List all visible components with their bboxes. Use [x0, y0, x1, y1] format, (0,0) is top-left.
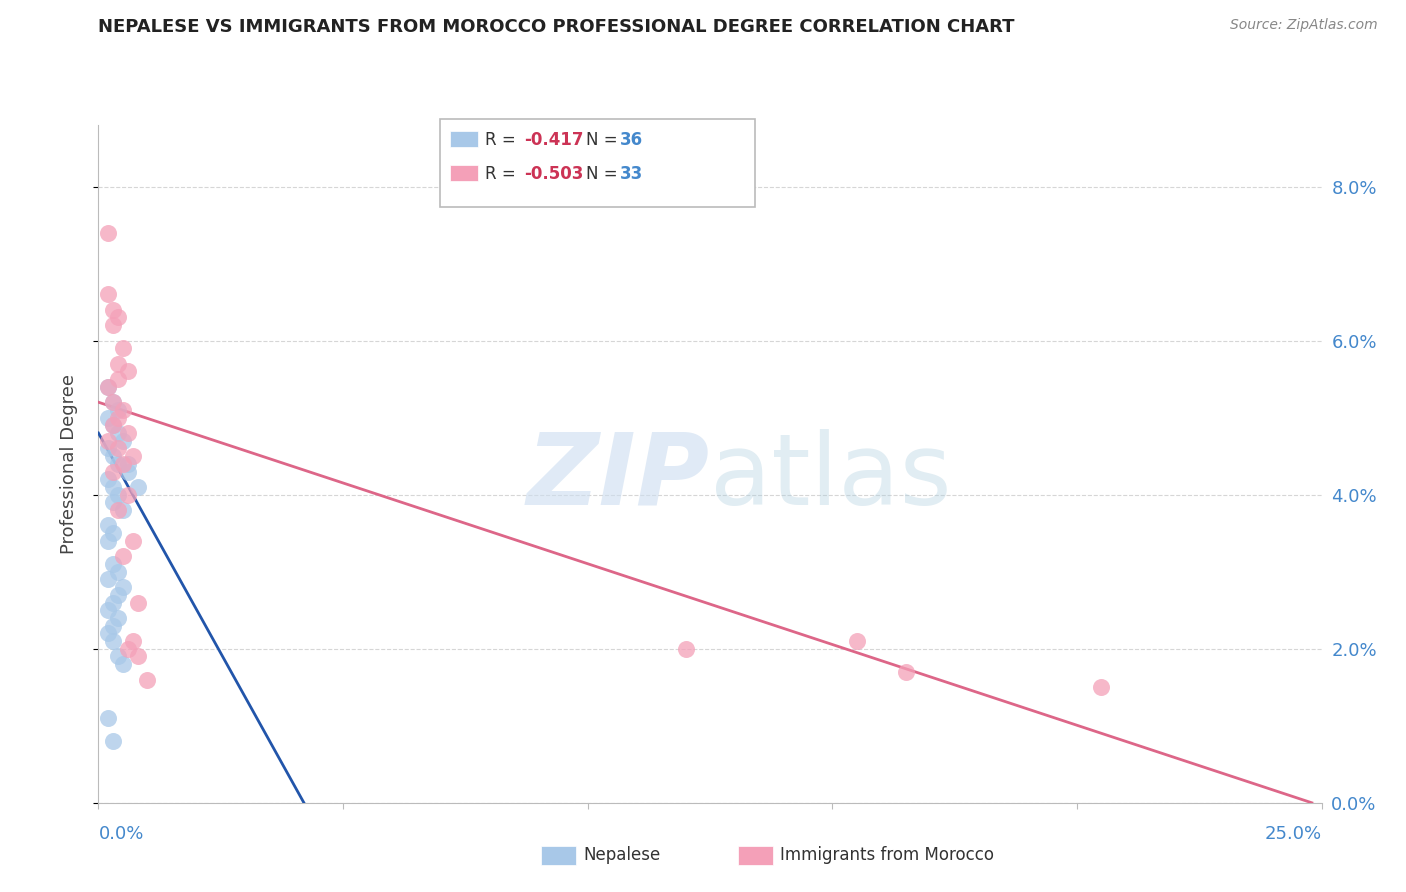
Point	[97, 472, 120, 486]
Point	[1090, 680, 1112, 694]
Text: Source: ZipAtlas.com: Source: ZipAtlas.com	[1230, 18, 1378, 32]
Point	[97, 518, 120, 533]
Point	[107, 565, 129, 579]
Point	[121, 533, 143, 548]
Point	[101, 480, 124, 494]
Point	[107, 442, 129, 456]
Point	[101, 418, 124, 433]
Point	[121, 449, 143, 463]
Point	[101, 318, 124, 333]
Point	[107, 403, 129, 417]
Point	[101, 495, 124, 509]
Point	[97, 410, 120, 425]
Point	[97, 533, 120, 548]
Point	[101, 734, 124, 748]
Point	[107, 425, 129, 440]
Point	[111, 580, 134, 594]
Point	[111, 403, 134, 417]
Text: 36: 36	[620, 131, 643, 149]
Point	[97, 287, 120, 301]
Point	[97, 603, 120, 617]
Point	[107, 588, 129, 602]
Point	[107, 611, 129, 625]
Text: Nepalese: Nepalese	[583, 846, 661, 863]
Point	[97, 434, 120, 448]
Point	[101, 418, 124, 433]
Point	[97, 226, 120, 240]
Point	[136, 673, 159, 687]
Point	[117, 457, 139, 471]
Point	[117, 465, 139, 479]
Text: atlas: atlas	[710, 429, 952, 526]
Point	[101, 526, 124, 541]
Point	[107, 357, 129, 371]
Point	[101, 595, 124, 609]
Point	[117, 425, 139, 440]
Point	[107, 410, 129, 425]
Text: N =: N =	[586, 131, 623, 149]
Text: 0.0%: 0.0%	[98, 825, 143, 843]
Point	[101, 395, 124, 409]
Point	[845, 634, 868, 648]
Point	[117, 488, 139, 502]
Point	[101, 557, 124, 571]
Point	[117, 641, 139, 656]
Point	[107, 503, 129, 517]
Point	[111, 457, 134, 471]
Text: 33: 33	[620, 165, 644, 183]
Point	[111, 341, 134, 355]
Point	[101, 634, 124, 648]
Point	[107, 457, 129, 471]
Point	[107, 310, 129, 325]
Point	[97, 573, 120, 587]
Text: R =: R =	[485, 165, 522, 183]
Point	[127, 480, 149, 494]
Text: ZIP: ZIP	[527, 429, 710, 526]
Point	[111, 549, 134, 564]
Text: 25.0%: 25.0%	[1264, 825, 1322, 843]
Text: Immigrants from Morocco: Immigrants from Morocco	[780, 846, 994, 863]
Point	[107, 372, 129, 386]
Point	[97, 626, 120, 640]
Point	[101, 449, 124, 463]
Point	[111, 434, 134, 448]
Point	[97, 442, 120, 456]
Point	[101, 302, 124, 317]
Text: -0.503: -0.503	[524, 165, 583, 183]
Point	[101, 395, 124, 409]
Point	[111, 657, 134, 672]
Point	[675, 641, 697, 656]
Point	[107, 649, 129, 664]
Point	[97, 380, 120, 394]
Point	[97, 711, 120, 725]
Y-axis label: Professional Degree: Professional Degree	[59, 374, 77, 554]
Text: R =: R =	[485, 131, 522, 149]
Point	[117, 364, 139, 378]
Text: N =: N =	[586, 165, 623, 183]
Point	[101, 618, 124, 632]
Point	[127, 595, 149, 609]
Text: NEPALESE VS IMMIGRANTS FROM MOROCCO PROFESSIONAL DEGREE CORRELATION CHART: NEPALESE VS IMMIGRANTS FROM MOROCCO PROF…	[98, 18, 1015, 36]
Point	[111, 503, 134, 517]
Point	[101, 465, 124, 479]
Point	[121, 634, 143, 648]
Point	[894, 665, 917, 679]
Point	[107, 488, 129, 502]
Point	[97, 380, 120, 394]
Point	[127, 649, 149, 664]
Text: -0.417: -0.417	[524, 131, 583, 149]
